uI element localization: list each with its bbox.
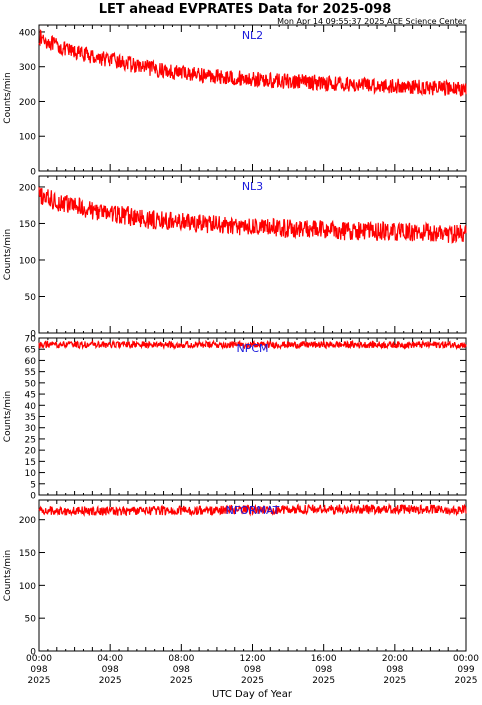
- chart-title: LET ahead EVPRATES Data for 2025-098: [99, 2, 392, 17]
- y-axis-label: Counts/min: [3, 229, 13, 280]
- x-tick-label: 00:00: [26, 654, 52, 664]
- x-tick-label: 2025: [455, 676, 478, 686]
- y-tick-label: 0: [30, 168, 36, 178]
- panel-nl2: 0 100 200 300 400 Counts/min NL2: [3, 24, 467, 178]
- y-tick-label: 100: [19, 133, 36, 143]
- y-tick-label: 200: [19, 183, 36, 193]
- y-tick-label: 300: [19, 63, 36, 73]
- y-axis-label: Counts/min: [3, 550, 13, 601]
- x-tick-label: 2025: [383, 676, 406, 686]
- x-axis-label: UTC Day of Year: [212, 689, 293, 700]
- panel-nl3: 0 50 100 150 200 Counts/min NL3: [3, 175, 467, 340]
- y-tick-label: 0: [30, 648, 36, 658]
- x-tick-label: 08:00: [168, 654, 194, 664]
- y-tick-label: 50: [25, 615, 37, 625]
- y-tick-label: 5: [30, 480, 36, 490]
- y-tick-label: 10: [25, 469, 37, 479]
- y-tick-label: 200: [19, 98, 36, 108]
- panel-frame: [38, 337, 467, 496]
- x-tick-label: 12:00: [240, 654, 266, 664]
- panels-group: 0100200300400Counts/minNL2050100150200Co…: [3, 24, 479, 686]
- panel-frame: [38, 24, 467, 172]
- x-tick-label: 099: [457, 665, 474, 675]
- x-tick-label: 2025: [241, 676, 264, 686]
- y-tick-label: 55: [25, 368, 36, 378]
- y-tick-label: 150: [19, 549, 36, 559]
- x-tick-label: 16:00: [311, 654, 337, 664]
- series-line-nl2: [38, 29, 467, 97]
- panel-label: NL3: [242, 180, 263, 193]
- y-axis-label: Counts/min: [3, 72, 13, 123]
- y-tick-label: 60: [25, 357, 37, 367]
- y-tick-label: 0: [30, 492, 36, 502]
- panel-label: NFORMAT: [226, 504, 280, 517]
- y-tick-label: 65: [25, 346, 36, 356]
- y-tick-label: 20: [25, 447, 37, 457]
- y-tick-label: 25: [25, 435, 36, 445]
- series-line-nformat: [38, 502, 467, 517]
- timestamp-label: Mon Apr 14 09:55:37 2025 ACE Science Cen…: [277, 17, 467, 26]
- y-tick-label: 30: [25, 424, 37, 434]
- y-tick-label: 400: [19, 28, 36, 38]
- x-tick-label: 098: [315, 665, 332, 675]
- panel-frame: [38, 175, 467, 334]
- y-tick-label: 40: [25, 402, 37, 412]
- x-tick-label: 2025: [28, 676, 51, 686]
- series-line-npcm: [38, 339, 467, 351]
- x-tick-label: 2025: [312, 676, 335, 686]
- y-tick-label: 0: [30, 330, 36, 340]
- x-tick-label: 098: [102, 665, 119, 675]
- panel-frame: [38, 499, 467, 652]
- panel-label: NPCM: [236, 342, 268, 355]
- y-tick-label: 15: [25, 458, 36, 468]
- y-tick-label: 45: [25, 391, 36, 401]
- panel-label: NL2: [242, 29, 263, 42]
- x-tick-label: 098: [30, 665, 47, 675]
- y-tick-label: 50: [25, 379, 37, 389]
- y-tick-label: 200: [19, 516, 36, 526]
- y-tick-label: 35: [25, 413, 36, 423]
- y-tick-label: 100: [19, 582, 36, 592]
- x-tick-label: 00:00: [453, 654, 479, 664]
- y-tick-label: 100: [19, 256, 36, 266]
- x-tick-label: 20:00: [382, 654, 408, 664]
- x-tick-label: 098: [244, 665, 261, 675]
- x-tick-label: 04:00: [97, 654, 123, 664]
- series-line-nl3: [38, 187, 467, 244]
- y-tick-label: 70: [25, 335, 37, 345]
- x-tick-label: 2025: [99, 676, 122, 686]
- x-tick-label: 2025: [170, 676, 193, 686]
- x-tick-label: 098: [173, 665, 190, 675]
- y-tick-label: 150: [19, 220, 36, 230]
- panel-nformat: 0 50 100 150 200 Counts/min NFORMAT: [3, 499, 467, 658]
- y-tick-label: 50: [25, 293, 37, 303]
- y-axis-label: Counts/min: [3, 391, 13, 442]
- x-tick-label: 098: [386, 665, 403, 675]
